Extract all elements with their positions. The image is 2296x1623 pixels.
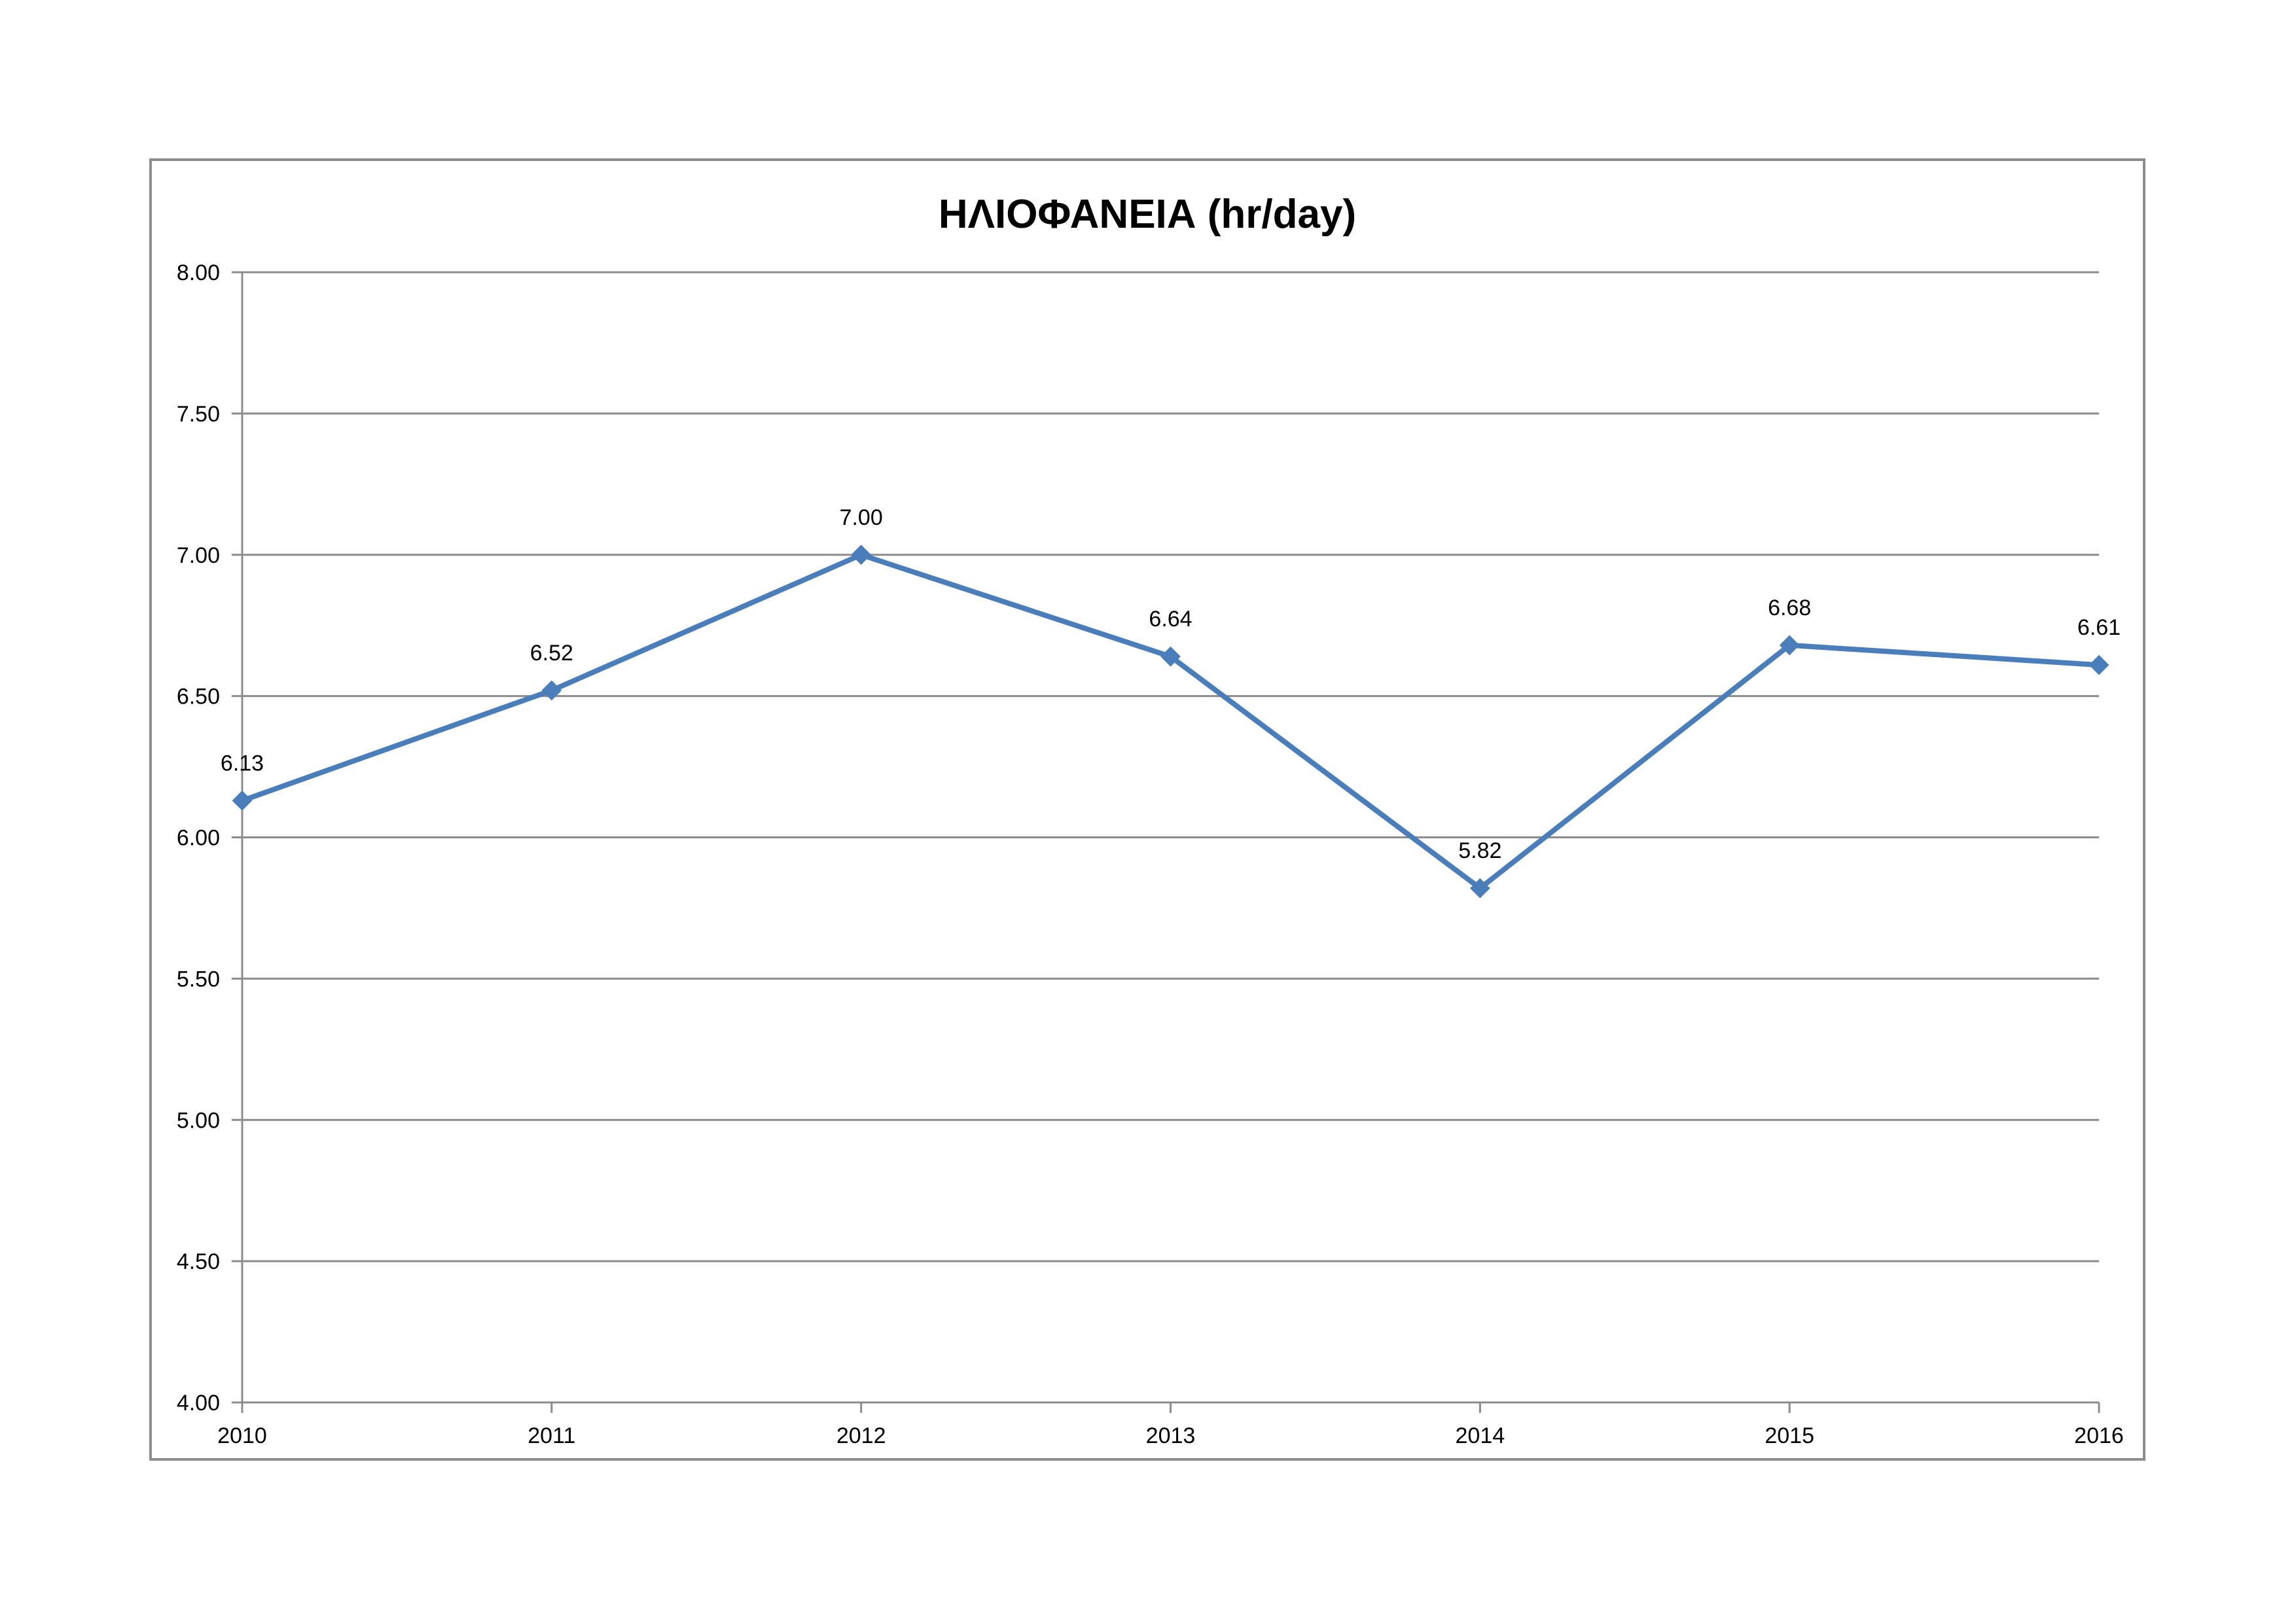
y-axis-ticks: 4.00 4.50 5.00 5.50 6.00 6.50 7.00 7.50 8.00 xyxy=(177,260,242,1416)
data-point-2015 xyxy=(1779,635,1800,656)
data-point-2013 xyxy=(1160,646,1181,667)
data-labels: 6.13 6.52 7.00 6.64 5.82 6.68 6.61 xyxy=(221,505,2121,863)
data-label-2016: 6.61 xyxy=(2077,615,2121,640)
x-tick-label: 2014 xyxy=(1456,1423,1505,1448)
y-tick-label: 6.50 xyxy=(177,685,220,709)
y-tick-label: 4.00 xyxy=(177,1391,220,1416)
data-point-2011 xyxy=(541,680,562,701)
data-label-2012: 7.00 xyxy=(840,505,883,530)
y-tick-label: 8.00 xyxy=(177,260,220,285)
data-label-2014: 5.82 xyxy=(1458,838,1501,863)
data-point-2010 xyxy=(232,790,253,811)
y-tick-label: 5.50 xyxy=(177,967,220,991)
x-tick-label: 2011 xyxy=(528,1423,575,1448)
data-point-2014 xyxy=(1469,878,1490,899)
x-axis-ticks: 2010 2011 2012 2013 2014 2015 2016 xyxy=(217,1402,2124,1448)
y-tick-label: 5.00 xyxy=(177,1108,220,1133)
x-tick-label: 2010 xyxy=(217,1423,267,1448)
data-label-2015: 6.68 xyxy=(1768,596,1811,620)
data-point-2012 xyxy=(851,544,872,565)
chart-frame: 4.00 4.50 5.00 5.50 6.00 6.50 7.00 7.50 8.00 201… xyxy=(149,158,2145,1461)
x-tick-label: 2012 xyxy=(836,1423,886,1448)
x-tick-label: 2016 xyxy=(2074,1423,2124,1448)
y-tick-label: 7.00 xyxy=(177,543,220,568)
x-tick-label: 2013 xyxy=(1146,1423,1196,1448)
line-chart: 4.00 4.50 5.00 5.50 6.00 6.50 7.00 7.50 8.00 201… xyxy=(177,192,2124,1448)
y-tick-label: 6.00 xyxy=(177,826,220,851)
y-tick-label: 4.50 xyxy=(177,1249,220,1274)
y-tick-label: 7.50 xyxy=(177,402,220,427)
data-label-2010: 6.13 xyxy=(221,751,264,776)
data-label-2013: 6.64 xyxy=(1149,607,1192,632)
data-point-2016 xyxy=(2089,654,2109,675)
data-label-2011: 6.52 xyxy=(530,641,573,666)
gridlines xyxy=(242,271,2099,1262)
series-group xyxy=(232,544,2109,899)
chart-title: ΗΛΙΟΦΑΝΕΙΑ (hr/day) xyxy=(939,192,1356,237)
x-tick-label: 2015 xyxy=(1765,1423,1814,1448)
